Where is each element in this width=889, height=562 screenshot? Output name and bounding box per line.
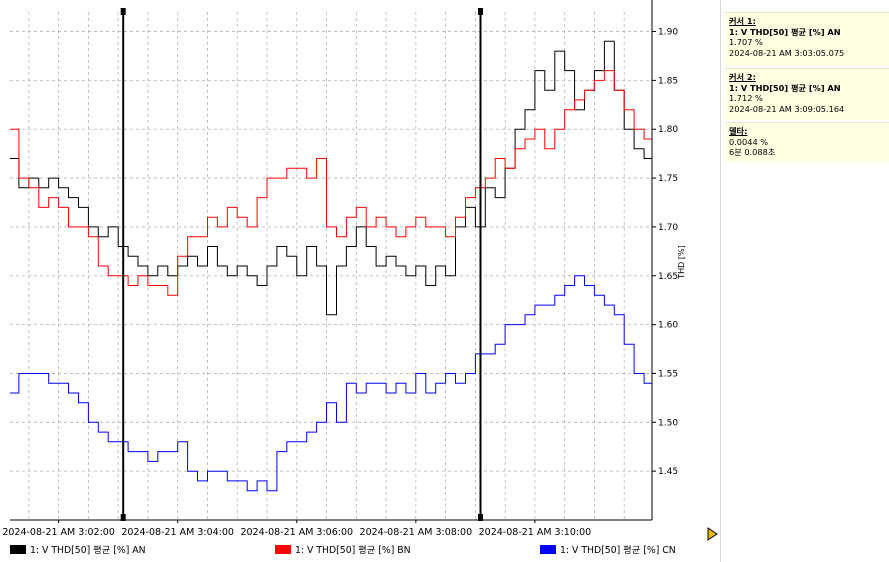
panel-divider <box>720 0 721 562</box>
series-line-cn <box>10 275 652 492</box>
cursor2-series: 1: V THD[50] 평균 [%] AN <box>729 82 841 93</box>
y-tick-label: 1.50 <box>658 418 678 428</box>
y-tick-label: 1.85 <box>658 76 678 86</box>
y-tick-label: 1.65 <box>658 272 678 282</box>
y-axis-label: THD [%] <box>677 245 686 279</box>
cursor1-readout: 커서 1: 1: V THD[50] 평균 [%] AN 1.707 % 202… <box>725 12 889 66</box>
delta-readout: 델타: 0.0044 % 6분 0.088초 <box>725 122 889 162</box>
delta-title: 델타: <box>729 126 748 136</box>
legend-label-an: 1: V THD[50] 평균 [%] AN <box>30 545 146 556</box>
delta-value: 0.0044 % <box>729 136 769 147</box>
cursors[interactable] <box>120 8 483 521</box>
cursor-handle-bottom-1 <box>120 514 126 521</box>
legend-swatch-cn <box>540 544 556 554</box>
x-tick-label: 2024-08-21 AM 3:08:00 <box>360 527 473 538</box>
y-tick-label: 1.45 <box>658 467 678 477</box>
cursor1-title: 커서 1: <box>729 16 756 26</box>
legend-label-cn: 1: V THD[50] 평균 [%] CN <box>560 545 676 556</box>
cursor2-title: 커서 2: <box>729 72 756 82</box>
legend-label-bn: 1: V THD[50] 평균 [%] BN <box>295 545 411 556</box>
legend-swatch-bn <box>275 544 291 554</box>
cursor1-time: 2024-08-21 AM 3:03:05.075 <box>729 47 845 58</box>
cursor1-series: 1: V THD[50] 평균 [%] AN <box>729 26 841 37</box>
cursor-handle-top-2 <box>477 8 483 15</box>
x-tick-label: 2024-08-21 AM 3:10:00 <box>479 527 592 538</box>
play-arrow-icon[interactable] <box>706 527 718 541</box>
x-tick-label: 2024-08-21 AM 3:06:00 <box>240 527 353 538</box>
legend-item-an: 1: V THD[50] 평균 [%] AN <box>10 542 146 556</box>
y-tick-label: 1.60 <box>658 321 678 331</box>
series-lines <box>10 40 652 492</box>
y-tick-label: 1.90 <box>658 28 678 38</box>
cursor-handle-bottom-2 <box>477 514 483 521</box>
y-tick-label: 1.55 <box>658 369 678 379</box>
legend-swatch-an <box>10 544 26 554</box>
series-line-bn <box>10 70 652 296</box>
delta-time: 6분 0.088초 <box>729 147 776 157</box>
axes: 1.45 1.50 1.55 1.60 1.65 1.70 1.75 1.80 1.85 1.90… <box>2 0 678 538</box>
y-tick-label: 1.80 <box>658 125 678 135</box>
x-tick-label: 2024-08-21 AM 3:04:00 <box>121 527 234 538</box>
cursor2-time: 2024-08-21 AM 3:09:05.164 <box>729 103 845 114</box>
cursor1-value: 1.707 % <box>729 37 763 47</box>
cursor2-value: 1.712 % <box>729 93 763 103</box>
y-tick-label: 1.75 <box>658 174 678 184</box>
series-line-an <box>10 40 652 316</box>
cursor-handle-top-1 <box>120 8 126 15</box>
legend-item-cn: 1: V THD[50] 평균 [%] CN <box>540 542 676 556</box>
legend-item-bn: 1: V THD[50] 평균 [%] BN <box>275 542 411 556</box>
cursor2-readout: 커서 2: 1: V THD[50] 평균 [%] AN 1.712 % 202… <box>725 68 889 120</box>
thd-chart[interactable]: 1.45 1.50 1.55 1.60 1.65 1.70 1.75 1.80 1.85 1.90… <box>0 0 720 562</box>
x-tick-label: 2024-08-21 AM 3:02:00 <box>2 527 115 538</box>
y-tick-label: 1.70 <box>658 223 678 233</box>
